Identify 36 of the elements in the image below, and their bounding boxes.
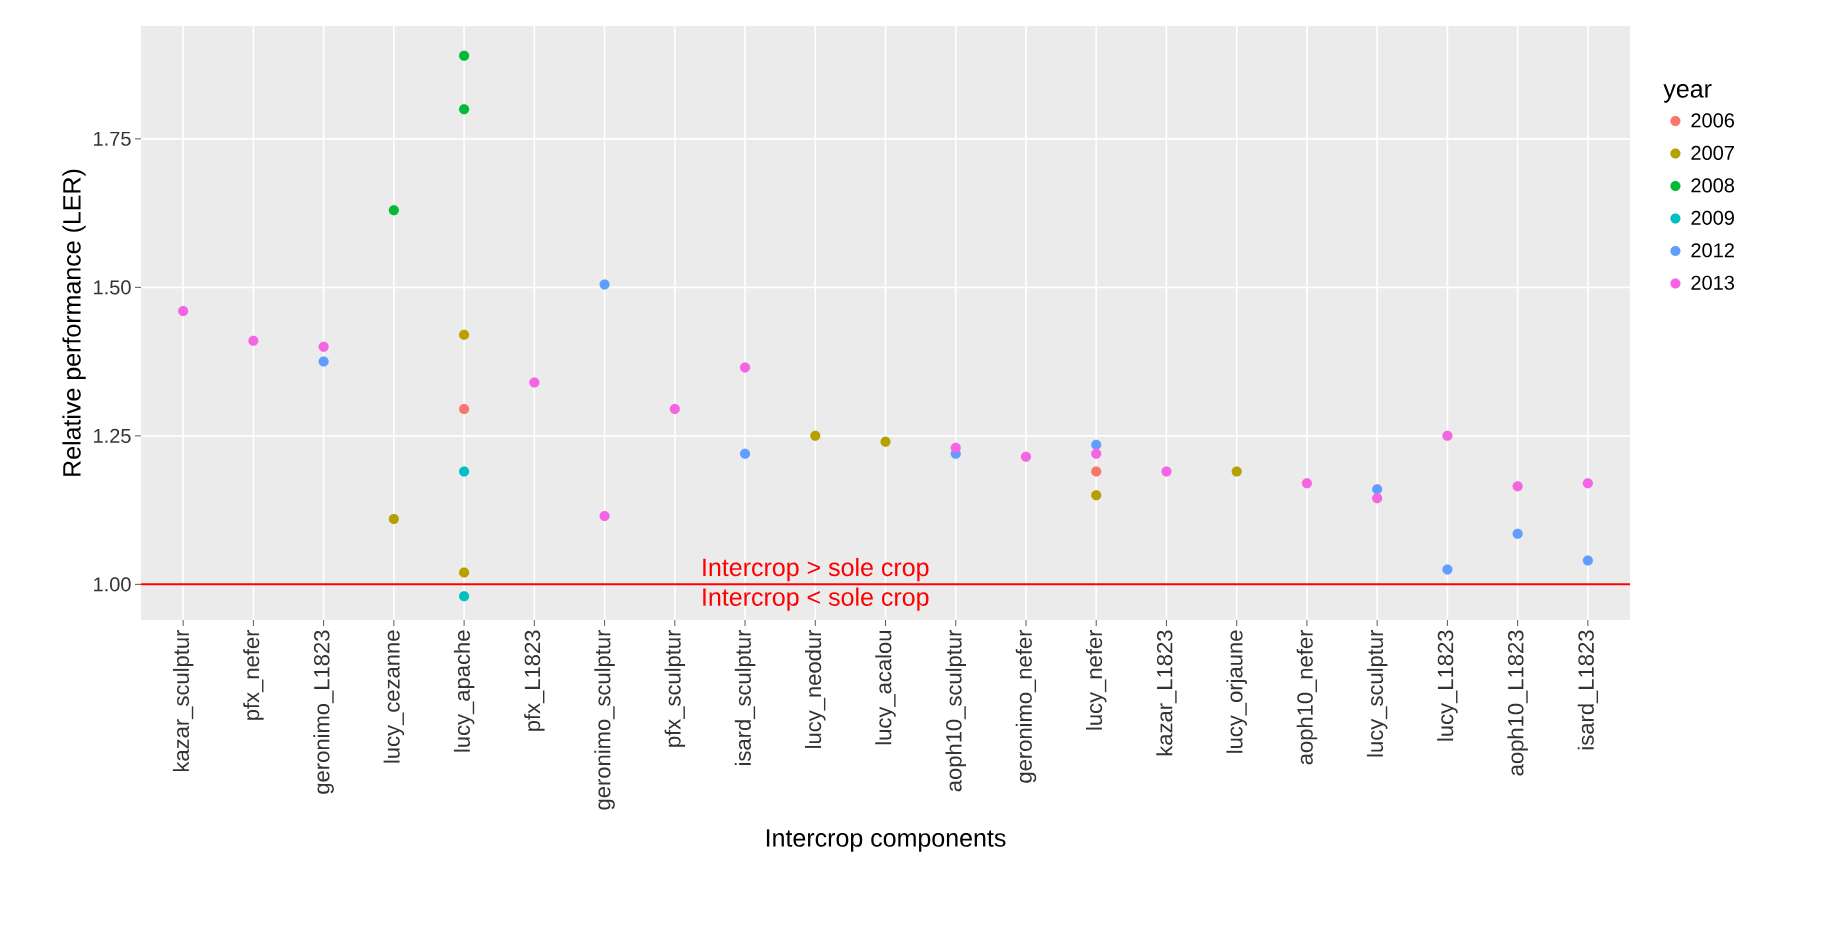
x-tick-label: lucy_cezanne [383,630,405,763]
x-tick-label: lucy_nefer [1085,629,1107,730]
y-tick-label: 1.50 [94,280,131,295]
x-tick-label: aoph10_nefer [1296,629,1318,765]
annotation: Intercrop > sole crop [703,557,929,582]
x-tick-label: lucy_orjaune [1226,630,1247,753]
legend-label: 2006 [1691,113,1735,128]
x-tick-label: isard_L1823 [1577,630,1599,750]
y-tick-label: 1.00 [94,577,131,592]
x-tick-label: pfx_L1823 [524,630,545,731]
x-tick-label: kazar_sculptur [172,629,194,772]
x-axis-title: Intercrop components [766,829,1006,852]
x-tick-label: lucy_acalou [875,631,896,745]
x-tick-label: geronimo_L1823 [313,630,334,794]
y-tick-label: 1.75 [94,131,131,146]
legend-label: 2013 [1691,275,1735,290]
legend-label: 2008 [1691,178,1735,193]
y-tick-label: 1.25 [94,428,131,443]
x-tick-label: aoph10_L1823 [1507,630,1528,776]
legend-label: 2009 [1691,210,1734,225]
y-axis-title: Relative performance (LER) [62,169,86,476]
x-tick-label: pfx_nefer [243,629,264,720]
x-tick-label: lucy_L1823 [1437,630,1458,741]
legend-label: 2012 [1691,243,1734,258]
x-tick-label: lucy_apache [453,630,475,752]
x-tick-label: lucy_sculptur [1366,629,1388,757]
legend-title: year [1663,84,1712,103]
x-tick-label: geronimo_nefer [1015,629,1037,783]
x-tick-label: pfx_sculptur [664,629,686,747]
x-tick-label: isard_sculptur [734,629,756,765]
annotation: Intercrop < sole crop [703,587,929,611]
legend-label: 2007 [1691,145,1734,160]
x-tick-label: geronimo_sculptur [594,629,615,810]
x-tick-label: aoph10_sculptur [945,629,966,792]
x-tick-label: kazar_L1823 [1156,630,1177,756]
x-tick-label: lucy_neodur [805,629,826,748]
